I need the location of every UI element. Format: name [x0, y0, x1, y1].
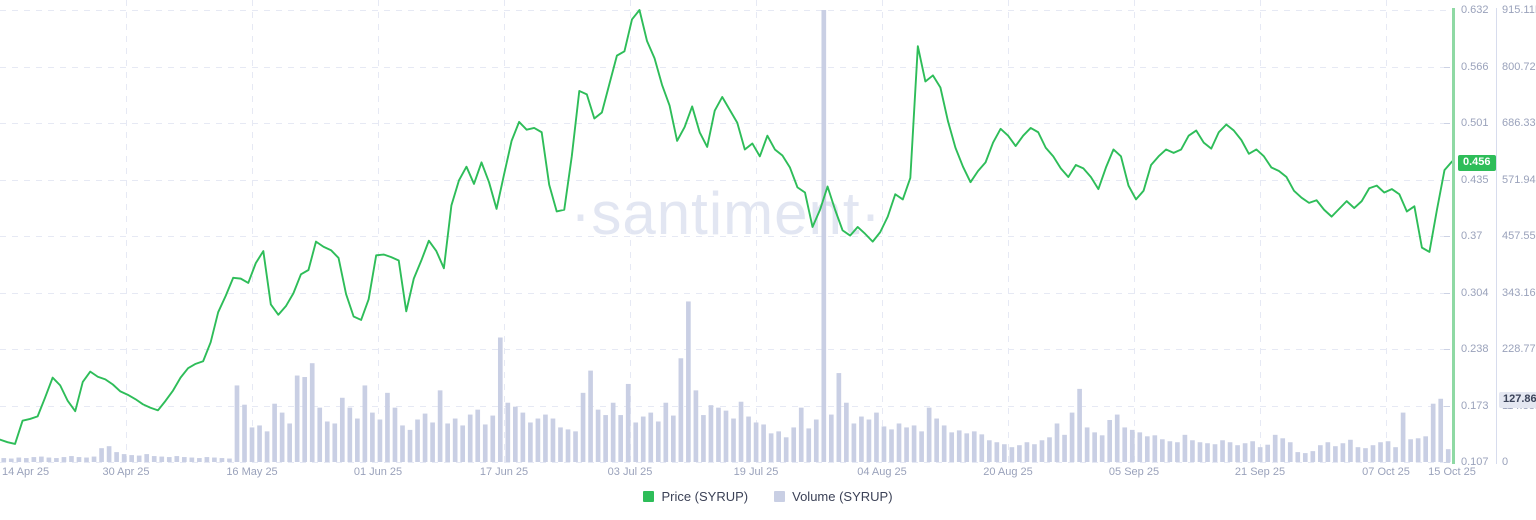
- price-axis-line: [1452, 8, 1455, 464]
- volume-tick-label: 343.16M: [1502, 286, 1536, 299]
- volume-tick-label: 228.77M: [1502, 343, 1536, 355]
- price-tick-mark: [1444, 180, 1450, 181]
- x-axis-tick-label: 03 Jul 25: [607, 466, 653, 478]
- volume-legend-label: Volume (SYRUP): [792, 489, 893, 504]
- price-tick-label: 0.435: [1461, 173, 1489, 186]
- price-tick-label: 0.37: [1461, 230, 1483, 242]
- price-tick-label: 0.238: [1461, 343, 1489, 355]
- price-tick-label: 0.107: [1461, 456, 1489, 468]
- volume-tick-label: 800.72M: [1502, 60, 1536, 73]
- x-axis-tick-label: 04 Aug 25: [857, 466, 907, 478]
- volume-bars: [1, 10, 1451, 462]
- price-tick-label: 0.632: [1461, 4, 1489, 16]
- x-axis-tick-label: 20 Aug 25: [983, 466, 1033, 478]
- x-axis-tick-label: 14 Apr 25: [2, 466, 50, 478]
- x-axis-tick-label: 21 Sep 25: [1234, 466, 1286, 478]
- current-price-badge: 0.456: [1458, 154, 1496, 171]
- x-axis-tick-label: 07 Oct 25: [1362, 466, 1410, 478]
- x-axis-tick-label: 01 Jun 25: [353, 466, 403, 478]
- x-axis-tick-label: 05 Sep 25: [1108, 466, 1160, 478]
- volume-tick-label: 571.94M: [1502, 173, 1536, 186]
- price-tick-label: 0.304: [1461, 286, 1489, 299]
- price-tick-mark: [1444, 349, 1450, 350]
- price-tick-mark: [1444, 67, 1450, 68]
- price-tick-mark: [1444, 293, 1450, 294]
- volume-legend-swatch: [774, 491, 786, 502]
- plot-area[interactable]: [0, 0, 1452, 464]
- price-legend-swatch: [643, 491, 655, 502]
- volume-axis-line: [1496, 8, 1497, 464]
- volume-tick-label: 915.11M: [1502, 4, 1536, 16]
- price-line: [0, 9, 1452, 445]
- volume-tick-label: 686.33M: [1502, 117, 1536, 129]
- legend-item-price[interactable]: Price (SYRUP): [643, 490, 748, 503]
- price-tick-label: 0.173: [1461, 399, 1489, 412]
- price-legend-label: Price (SYRUP): [661, 489, 749, 504]
- x-axis-tick-label: 16 May 25: [226, 466, 278, 478]
- x-axis-tick-label: 17 Jun 25: [479, 466, 529, 478]
- legend-item-volume[interactable]: Volume (SYRUP): [774, 489, 893, 504]
- x-axis-tick-label: 30 Apr 25: [102, 466, 150, 478]
- price-tick-label: 0.566: [1461, 60, 1489, 73]
- volume-tick-label: 457.55M: [1502, 230, 1536, 242]
- current-volume-badge: 127.86M: [1499, 391, 1536, 408]
- price-tick-mark: [1444, 123, 1450, 124]
- price-tick-label: 0.501: [1461, 117, 1489, 129]
- x-axis-tick-label: 19 Jul 25: [733, 466, 779, 478]
- price-tick-mark: [1444, 406, 1450, 407]
- volume-tick-label: 0: [1502, 456, 1509, 468]
- x-axis-labels: 14 Apr 25 30 Apr 25 16 May 25 01 Jun 25 17 J…: [0, 464, 1536, 484]
- x-axis-tick-label: 15 Oct 25: [1428, 466, 1476, 478]
- price-tick-mark: [1444, 462, 1450, 463]
- chart-legend: Price (SYRUP) Volume (SYRUP): [0, 490, 1536, 503]
- price-tick-mark: [1444, 236, 1450, 237]
